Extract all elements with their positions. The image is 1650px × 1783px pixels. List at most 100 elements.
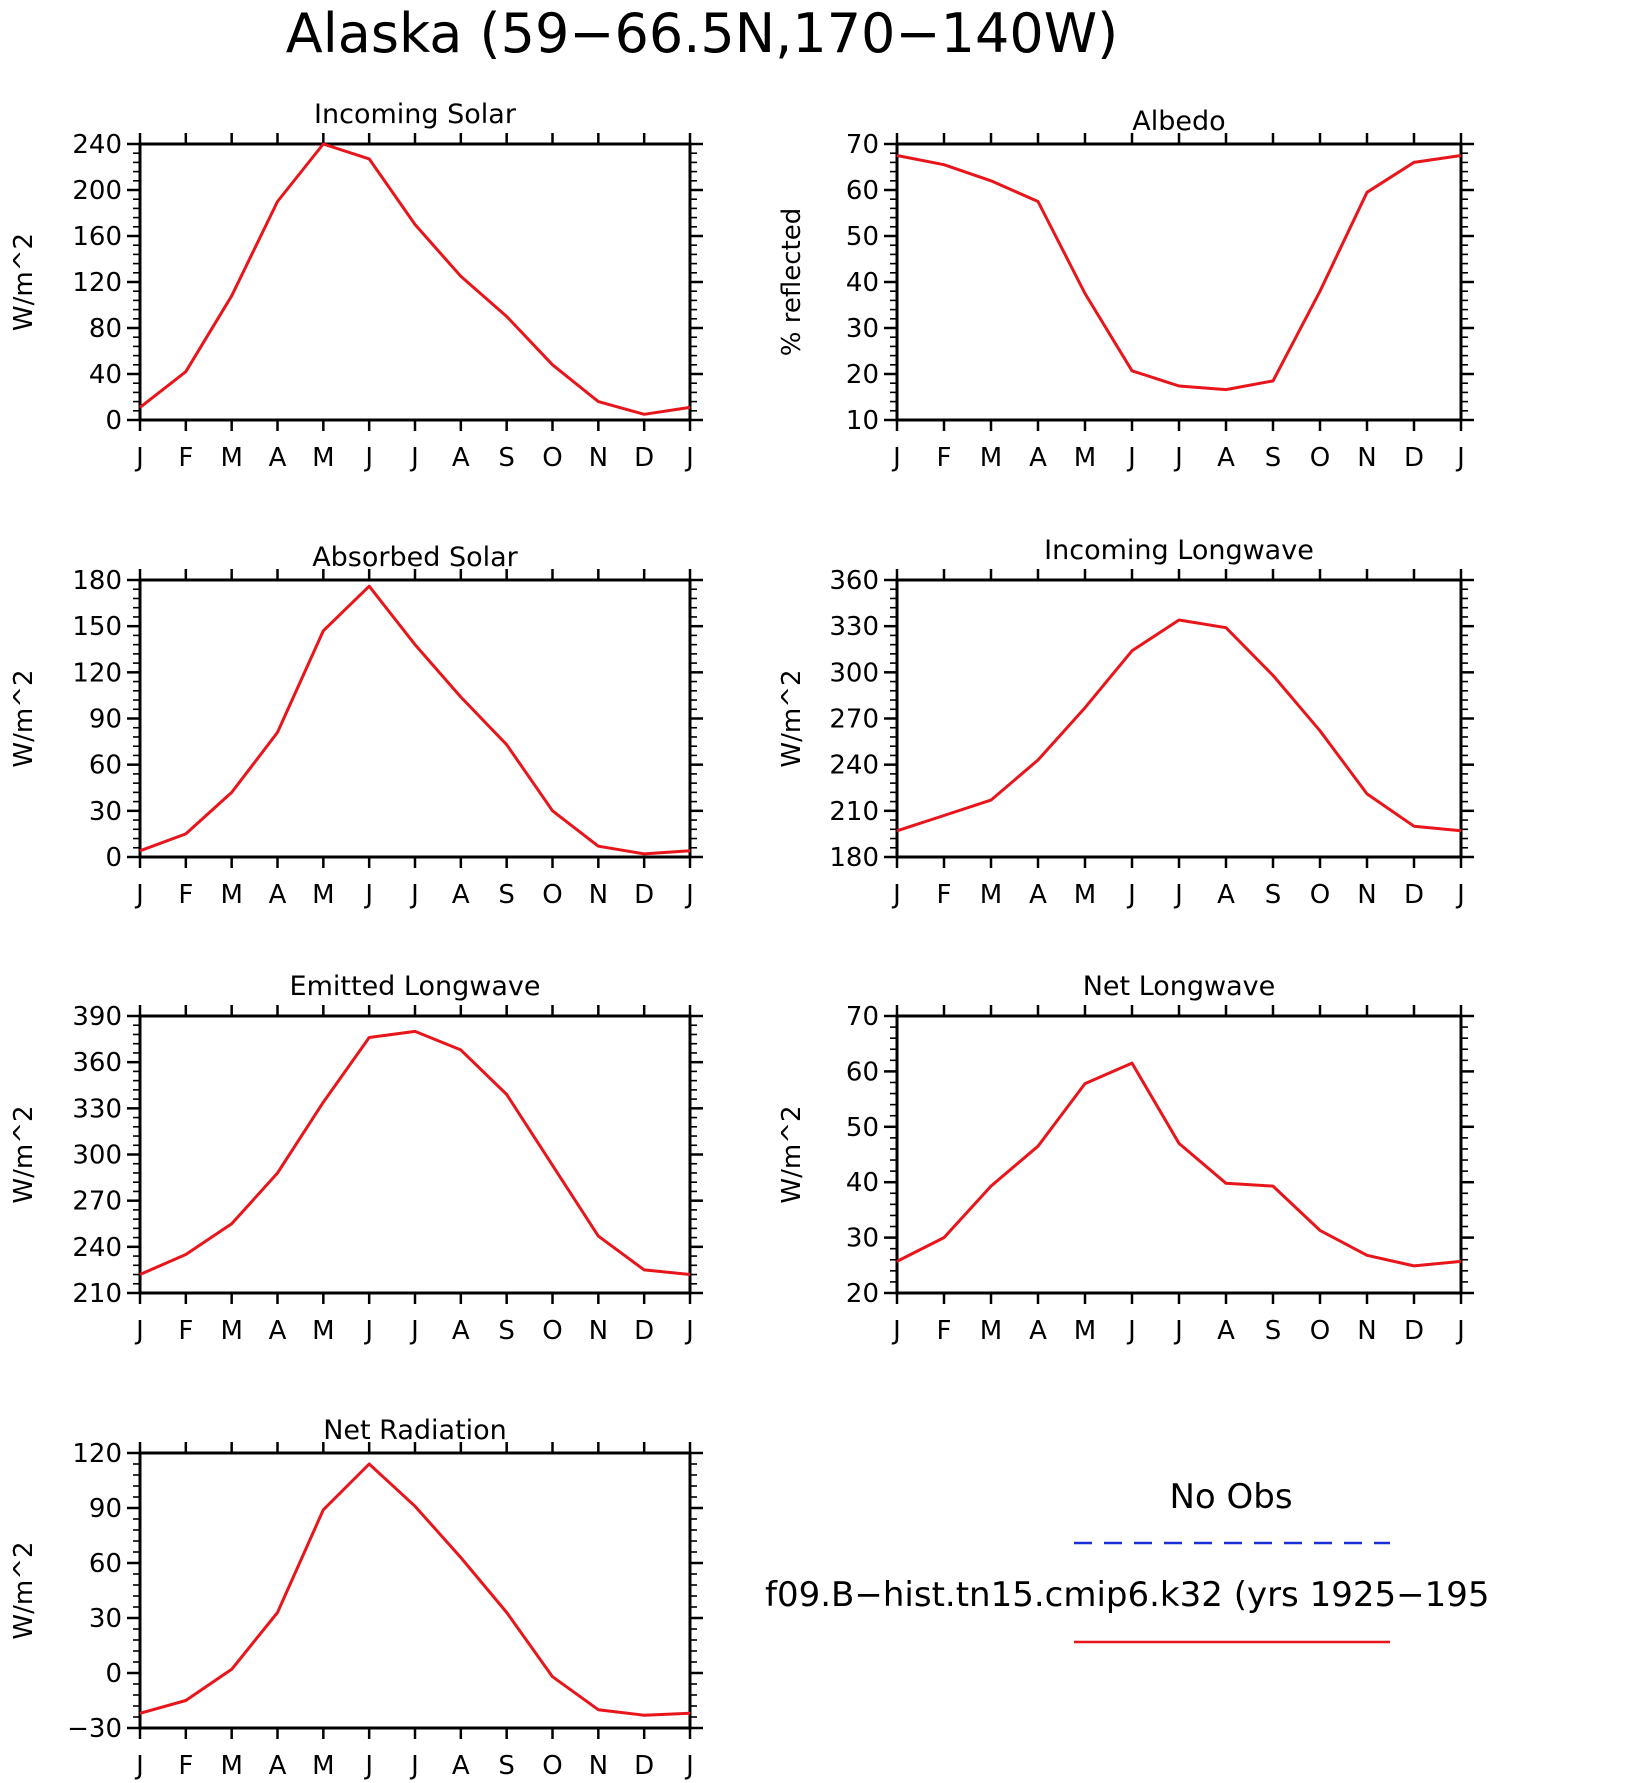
series-line xyxy=(139,584,691,856)
x-tick-label: J xyxy=(1455,443,1465,473)
x-tick-label: F xyxy=(178,1751,193,1781)
panel-title: Incoming Longwave xyxy=(1044,535,1314,566)
y-axis-label: W/m^2 xyxy=(9,669,39,767)
plot-frame xyxy=(138,1014,692,1295)
y-axis-label: W/m^2 xyxy=(9,1105,39,1203)
x-tick-label: F xyxy=(178,880,193,910)
x-tick-label: O xyxy=(542,880,562,910)
x-tick-label: M xyxy=(220,880,242,910)
x-tick-label: F xyxy=(937,1316,952,1346)
y-tick-label: 30 xyxy=(89,1604,122,1634)
y-tick-label: 60 xyxy=(846,1057,879,1087)
x-tick-label: N xyxy=(1357,443,1376,473)
x-tick-label: O xyxy=(542,1316,562,1346)
x-tick-label: D xyxy=(1404,880,1424,910)
x-tick-label: A xyxy=(1029,880,1047,910)
x-tick-label: S xyxy=(1265,1316,1282,1346)
x-tick-label: M xyxy=(980,880,1002,910)
panel-title: Net Radiation xyxy=(323,1415,507,1446)
x-tick-label: D xyxy=(1404,1316,1424,1346)
x-tick-label: J xyxy=(409,1316,419,1346)
y-tick-label: 360 xyxy=(72,1048,122,1078)
y-tick-label: 120 xyxy=(72,268,122,298)
y-tick-label: 180 xyxy=(72,566,122,596)
x-tick-label: S xyxy=(498,880,515,910)
panel-title: Albedo xyxy=(1132,106,1225,137)
x-tick-label: N xyxy=(1357,880,1376,910)
y-axis-label: % reflected xyxy=(777,208,807,356)
y-tick-label: 300 xyxy=(829,658,879,688)
x-tick-label: A xyxy=(1217,1316,1235,1346)
y-tick-label: 30 xyxy=(89,797,122,827)
y-tick-label: 20 xyxy=(846,360,879,390)
x-tick-label: A xyxy=(1217,880,1235,910)
panel-title: Emitted Longwave xyxy=(290,971,541,1002)
y-tick-label: 120 xyxy=(72,1439,122,1469)
x-tick-label: A xyxy=(1029,1316,1047,1346)
x-tick-label: A xyxy=(1029,443,1047,473)
y-tick-label: 60 xyxy=(89,751,122,781)
y-tick-label: 270 xyxy=(829,705,879,735)
x-tick-label: S xyxy=(1265,880,1282,910)
x-tick-label: J xyxy=(1126,880,1136,910)
y-tick-label: 330 xyxy=(72,1094,122,1124)
panel-title: Incoming Solar xyxy=(314,99,517,130)
x-tick-label: J xyxy=(134,443,144,473)
y-tick-label: 80 xyxy=(89,314,122,344)
x-tick-label: J xyxy=(134,880,144,910)
plot-frame xyxy=(895,1014,1463,1295)
x-tick-label: M xyxy=(1074,443,1096,473)
series-line xyxy=(896,154,1462,392)
x-tick-label: S xyxy=(498,1751,515,1781)
x-tick-label: A xyxy=(269,443,287,473)
x-tick-label: J xyxy=(363,880,373,910)
x-tick-label: J xyxy=(134,1316,144,1346)
y-tick-label: 360 xyxy=(829,566,879,596)
x-tick-label: J xyxy=(409,443,419,473)
series-line xyxy=(139,1462,691,1717)
x-tick-label: M xyxy=(220,443,242,473)
x-tick-label: S xyxy=(498,1316,515,1346)
x-tick-label: J xyxy=(684,1316,694,1346)
x-tick-label: N xyxy=(589,1751,608,1781)
y-tick-label: 90 xyxy=(89,1494,122,1524)
x-tick-label: M xyxy=(312,443,334,473)
x-tick-label: S xyxy=(498,443,515,473)
x-tick-label: A xyxy=(452,443,470,473)
y-tick-label: 40 xyxy=(89,360,122,390)
series-line xyxy=(139,1029,691,1276)
series-line xyxy=(896,618,1462,833)
x-tick-label: J xyxy=(363,1751,373,1781)
x-tick-label: M xyxy=(1074,1316,1096,1346)
plot-frame xyxy=(138,142,692,422)
x-tick-label: N xyxy=(589,880,608,910)
x-tick-label: J xyxy=(1173,880,1183,910)
x-tick-label: A xyxy=(269,1751,287,1781)
y-axis-label: W/m^2 xyxy=(9,1541,39,1639)
y-tick-label: 0 xyxy=(105,406,122,436)
figure-title: Alaska (59−66.5N,170−140W) xyxy=(286,2,1118,65)
x-tick-label: M xyxy=(220,1316,242,1346)
series-line xyxy=(896,1061,1462,1268)
y-tick-label: 390 xyxy=(72,1002,122,1032)
y-tick-label: 60 xyxy=(846,176,879,206)
x-tick-label: A xyxy=(1217,443,1235,473)
x-tick-label: M xyxy=(980,443,1002,473)
x-tick-label: A xyxy=(452,1751,470,1781)
x-tick-label: N xyxy=(589,1316,608,1346)
x-tick-label: F xyxy=(937,880,952,910)
y-tick-label: 60 xyxy=(89,1549,122,1579)
y-tick-label: 180 xyxy=(829,843,879,873)
y-axis-label: W/m^2 xyxy=(777,1105,807,1203)
panel-title: Absorbed Solar xyxy=(312,542,518,573)
x-tick-label: M xyxy=(220,1751,242,1781)
x-tick-label: J xyxy=(363,1316,373,1346)
y-tick-label: 240 xyxy=(72,1233,122,1263)
x-tick-label: D xyxy=(1404,443,1424,473)
y-tick-label: 160 xyxy=(72,222,122,252)
